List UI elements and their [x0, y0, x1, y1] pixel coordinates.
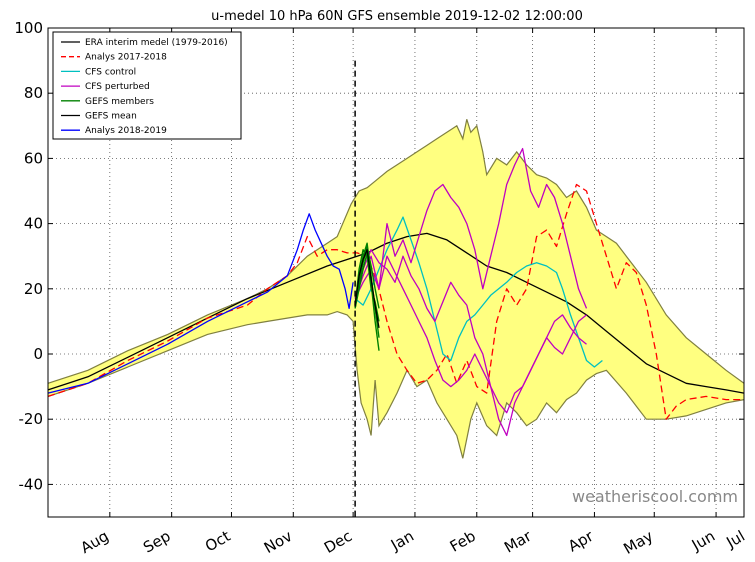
x-tick-label: Dec	[321, 527, 355, 557]
y-tick-label: 60	[24, 149, 43, 167]
legend-label: ERA interim medel (1979-2016)	[85, 38, 228, 48]
series-line-analys-2017-2018	[47, 183, 744, 420]
y-tick-label: -40	[19, 475, 44, 493]
legend: ERA interim medel (1979-2016) Analys 2017…	[52, 31, 242, 140]
y-tick-label: -20	[19, 410, 44, 428]
legend-label: Analys 2017-2018	[85, 53, 167, 63]
legend-box	[52, 31, 242, 140]
legend-label: Analys 2018-2019	[85, 126, 167, 136]
series-line-cfs-perturbed	[354, 249, 587, 437]
ticks	[48, 27, 744, 517]
x-tick-label: Sep	[140, 527, 173, 557]
y-tick-label: 40	[24, 215, 43, 233]
y-tick-label: 20	[24, 280, 43, 298]
x-tick-label: May	[620, 527, 656, 558]
y-tick-label: 100	[14, 19, 43, 37]
legend-label: CFS control	[85, 67, 136, 77]
plot-frame	[47, 27, 745, 518]
x-tick-label: Jun	[688, 527, 718, 555]
x-tick-label: Oct	[202, 527, 234, 556]
chart-title: u-medel 10 hPa 60N GFS ensemble 2019-12-…	[211, 9, 583, 24]
legend-label: GEFS mean	[85, 112, 137, 122]
legend-label: GEFS members	[85, 97, 154, 107]
y-tick-labels: 100 80 60 40 20 0 -20 -40	[14, 19, 43, 493]
x-tick-labels: Aug Sep Oct Nov Dec Jan Feb Mar Apr May Jun Jul	[77, 526, 748, 558]
series-line-cfs-perturbed	[354, 147, 588, 309]
x-tick-label: Aug	[77, 527, 111, 557]
x-tick-label: Jul	[722, 527, 748, 552]
series-line-cfs-control	[354, 216, 603, 368]
series-line-era-interim-medel-1979-2016	[47, 232, 745, 394]
x-tick-label: Mar	[501, 526, 535, 556]
y-tick-label: 0	[33, 345, 43, 363]
series-lines	[47, 147, 745, 437]
x-tick-label: Jan	[387, 527, 417, 555]
watermark: weatheriscool.comm	[572, 487, 738, 506]
series-line-analys-2018-2019	[47, 213, 354, 394]
x-tick-label: Feb	[447, 527, 479, 556]
series-line-gefs-mean	[354, 249, 380, 329]
envelope-upper	[47, 119, 745, 384]
x-tick-label: Apr	[565, 526, 597, 555]
x-tick-label: Nov	[261, 527, 295, 557]
series-line-cfs-perturbed	[354, 255, 587, 414]
envelope-lower	[47, 310, 745, 459]
legend-label: CFS perturbed	[85, 82, 150, 92]
y-tick-label: 80	[24, 84, 43, 102]
